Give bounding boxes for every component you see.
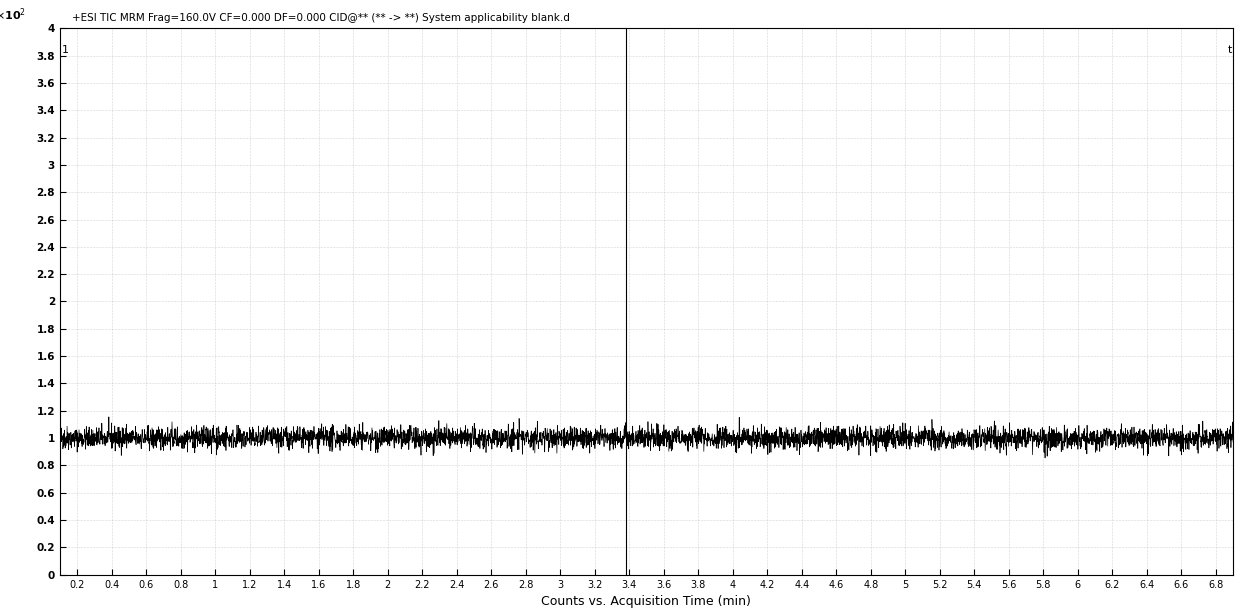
Text: $\times$10$^2$: $\times$10$^2$ bbox=[0, 6, 26, 23]
Text: +ESI TIC MRM Frag=160.0V CF=0.000 DF=0.000 CID@** (** -> **) System applicabilit: +ESI TIC MRM Frag=160.0V CF=0.000 DF=0.0… bbox=[72, 13, 569, 23]
X-axis label: Counts vs. Acquisition Time (min): Counts vs. Acquisition Time (min) bbox=[542, 595, 751, 608]
Text: t: t bbox=[1228, 45, 1231, 55]
Text: 1: 1 bbox=[62, 45, 69, 55]
